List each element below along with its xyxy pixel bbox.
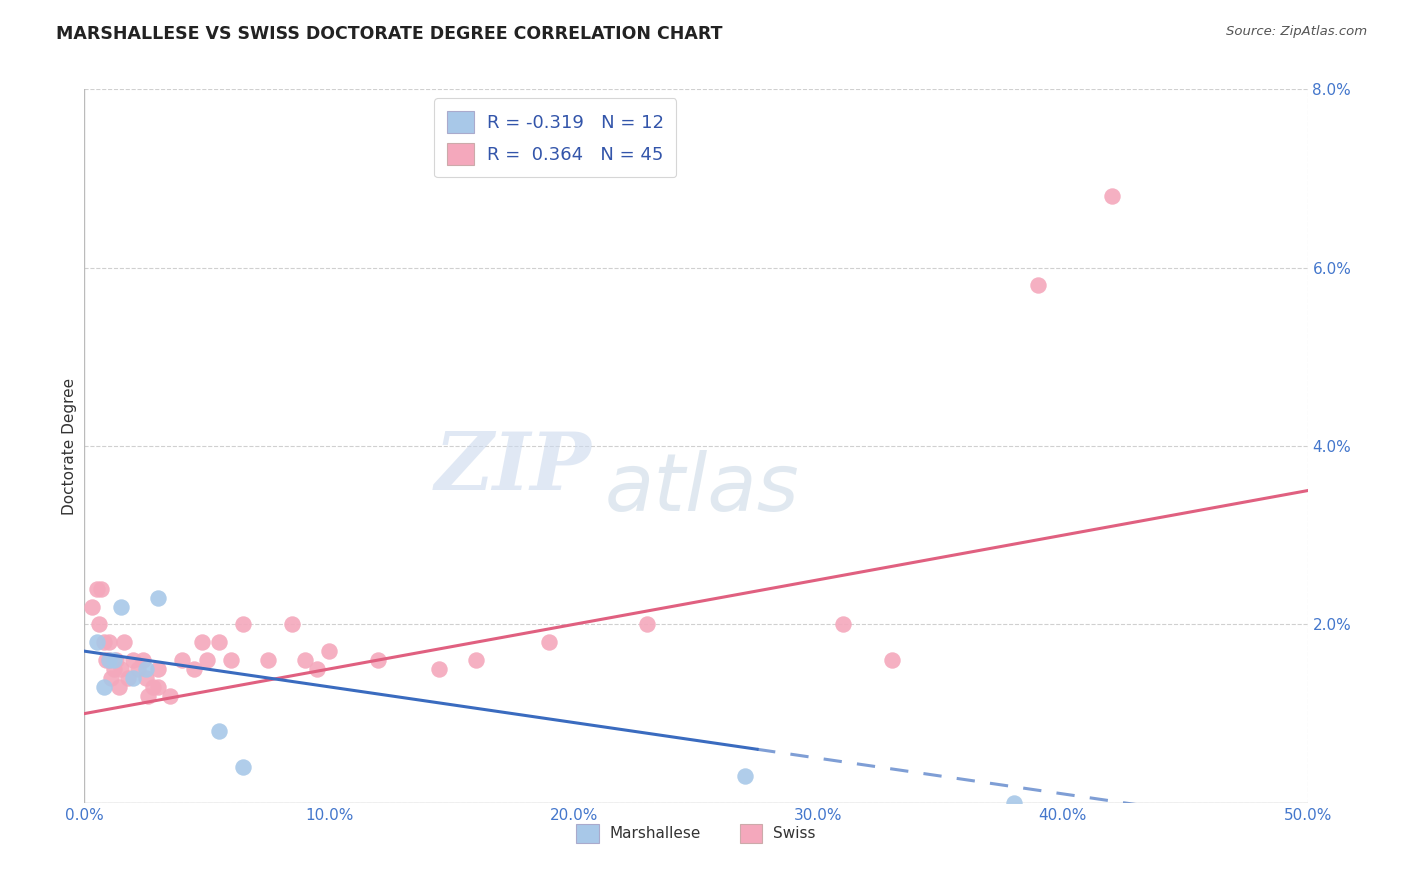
Point <box>208 724 231 739</box>
Point <box>96 653 118 667</box>
Point <box>97 635 120 649</box>
Point <box>367 653 389 667</box>
Point <box>122 653 145 667</box>
Point <box>880 653 903 667</box>
Point <box>103 662 125 676</box>
Point <box>80 599 103 614</box>
Text: MARSHALLESE VS SWISS DOCTORATE DEGREE CORRELATION CHART: MARSHALLESE VS SWISS DOCTORATE DEGREE CO… <box>56 25 723 43</box>
Point <box>135 662 157 676</box>
Point <box>105 653 128 667</box>
Point <box>117 671 139 685</box>
Point <box>107 680 129 694</box>
Point <box>183 662 205 676</box>
Point <box>87 617 110 632</box>
Point <box>305 662 328 676</box>
Point <box>93 680 115 694</box>
Point <box>232 617 254 632</box>
Point <box>294 653 316 667</box>
Point <box>97 653 120 667</box>
Point <box>191 635 214 649</box>
Text: Source: ZipAtlas.com: Source: ZipAtlas.com <box>1226 25 1367 38</box>
Point <box>90 582 112 596</box>
Point <box>1101 189 1123 203</box>
Point <box>208 635 231 649</box>
Y-axis label: Doctorate Degree: Doctorate Degree <box>62 377 77 515</box>
Point <box>110 599 132 614</box>
Point <box>831 617 853 632</box>
Text: ZIP: ZIP <box>434 429 592 506</box>
Point <box>103 653 125 667</box>
Point <box>112 635 135 649</box>
Point <box>146 591 169 605</box>
Point <box>86 582 108 596</box>
Point <box>159 689 181 703</box>
Point <box>146 662 169 676</box>
Point <box>195 653 218 667</box>
Point <box>636 617 658 632</box>
Legend: Marshallese, Swiss: Marshallese, Swiss <box>571 818 821 848</box>
Text: atlas: atlas <box>605 450 799 528</box>
Point <box>734 769 756 783</box>
Point <box>100 671 122 685</box>
Point <box>142 680 165 694</box>
Point <box>136 689 159 703</box>
Point <box>464 653 486 667</box>
Point <box>318 644 340 658</box>
Point <box>1028 278 1050 293</box>
Point <box>86 635 108 649</box>
Point <box>122 671 145 685</box>
Point <box>427 662 450 676</box>
Point <box>135 671 157 685</box>
Point <box>219 653 242 667</box>
Point <box>146 680 169 694</box>
Point <box>132 653 155 667</box>
Point <box>93 635 115 649</box>
Point <box>110 662 132 676</box>
Point <box>1002 796 1025 810</box>
Point <box>232 760 254 774</box>
Point <box>172 653 194 667</box>
Point <box>538 635 561 649</box>
Point <box>257 653 280 667</box>
Point <box>281 617 304 632</box>
Point <box>127 662 149 676</box>
Point <box>97 653 120 667</box>
